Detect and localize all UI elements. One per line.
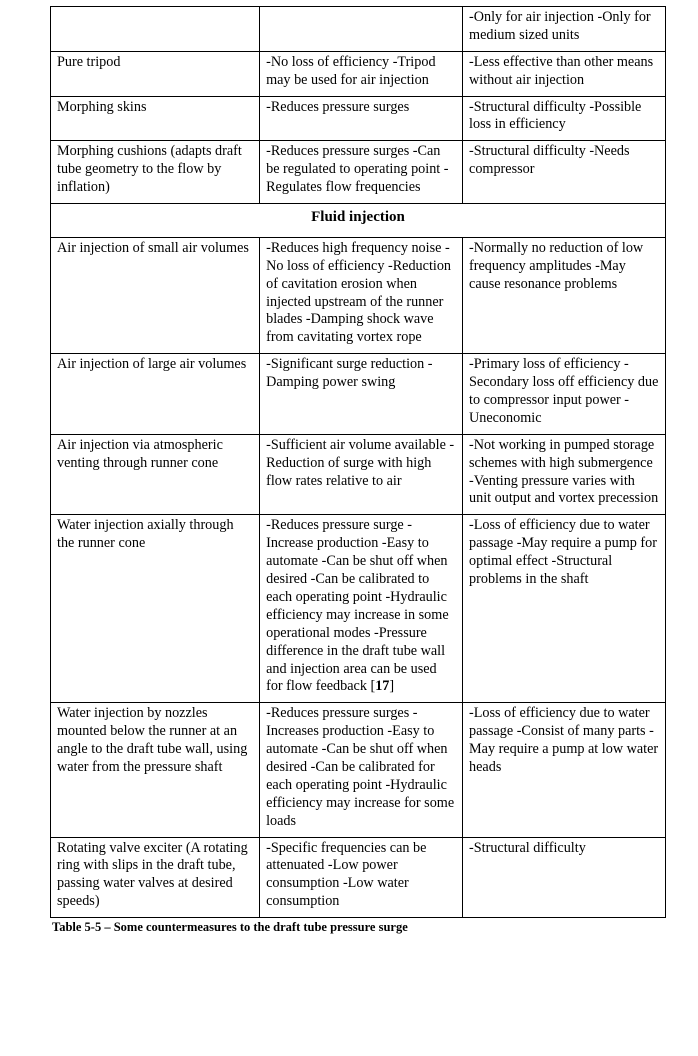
cell-pros: -Reduces pressure surge -Increase produc… xyxy=(260,515,463,703)
cell-pros xyxy=(260,7,463,52)
cell-cons: -Structural difficulty xyxy=(463,837,666,918)
cell-cons: -Less effective than other means without… xyxy=(463,51,666,96)
cell-method: Water injection by nozzles mounted below… xyxy=(51,703,260,837)
reference-number: 17 xyxy=(375,678,389,694)
table-row: Water injection axially through the runn… xyxy=(51,515,666,703)
cell-pros: -Significant surge reduction -Damping po… xyxy=(260,354,463,435)
table-row: -Only for air injection -Only for medium… xyxy=(51,7,666,52)
cell-pros: -Reduces high frequency noise -No loss o… xyxy=(260,237,463,353)
cell-cons: -Loss of efficiency due to water passage… xyxy=(463,515,666,703)
cell-pros: -No loss of efficiency -Tripod may be us… xyxy=(260,51,463,96)
table-row: Pure tripod -No loss of efficiency -Trip… xyxy=(51,51,666,96)
cell-cons: -Primary loss of efficiency -Secondary l… xyxy=(463,354,666,435)
cell-method: Air injection of large air volumes xyxy=(51,354,260,435)
section-heading: Fluid injection xyxy=(51,204,666,238)
table-row: Rotating valve exciter (A rotating ring … xyxy=(51,837,666,918)
table-row: Water injection by nozzles mounted below… xyxy=(51,703,666,837)
cell-pros: -Specific frequencies can be attenuated … xyxy=(260,837,463,918)
cell-method: Air injection via atmospheric venting th… xyxy=(51,434,260,515)
page: -Only for air injection -Only for medium… xyxy=(0,0,698,955)
cell-method: Water injection axially through the runn… xyxy=(51,515,260,703)
cell-cons: -Not working in pumped storage schemes w… xyxy=(463,434,666,515)
table-row: Air injection of large air volumes -Sign… xyxy=(51,354,666,435)
cell-cons: -Loss of efficiency due to water passage… xyxy=(463,703,666,837)
countermeasures-table: -Only for air injection -Only for medium… xyxy=(50,6,666,918)
table-row: Morphing cushions (adapts draft tube geo… xyxy=(51,141,666,204)
cell-pros: -Reduces pressure surges -Increases prod… xyxy=(260,703,463,837)
cell-cons: -Structural difficulty -Needs compressor xyxy=(463,141,666,204)
table-row: Morphing skins -Reduces pressure surges … xyxy=(51,96,666,141)
cell-method: Morphing cushions (adapts draft tube geo… xyxy=(51,141,260,204)
cell-pros-text-end: ] xyxy=(389,678,394,694)
cell-pros: -Sufficient air volume available -Reduct… xyxy=(260,434,463,515)
cell-method: Rotating valve exciter (A rotating ring … xyxy=(51,837,260,918)
cell-method: Air injection of small air volumes xyxy=(51,237,260,353)
table-row: Air injection of small air volumes -Redu… xyxy=(51,237,666,353)
table-section-row: Fluid injection xyxy=(51,204,666,238)
cell-pros: -Reduces pressure surges -Can be regulat… xyxy=(260,141,463,204)
cell-pros-text: -Reduces pressure surge -Increase produc… xyxy=(266,517,449,694)
cell-cons: -Structural difficulty -Possible loss in… xyxy=(463,96,666,141)
table-caption: Table 5-5 – Some countermeasures to the … xyxy=(50,918,666,935)
cell-method xyxy=(51,7,260,52)
cell-method: Pure tripod xyxy=(51,51,260,96)
cell-pros: -Reduces pressure surges xyxy=(260,96,463,141)
table-row: Air injection via atmospheric venting th… xyxy=(51,434,666,515)
cell-method: Morphing skins xyxy=(51,96,260,141)
cell-cons: -Only for air injection -Only for medium… xyxy=(463,7,666,52)
cell-cons: -Normally no reduction of low frequency … xyxy=(463,237,666,353)
